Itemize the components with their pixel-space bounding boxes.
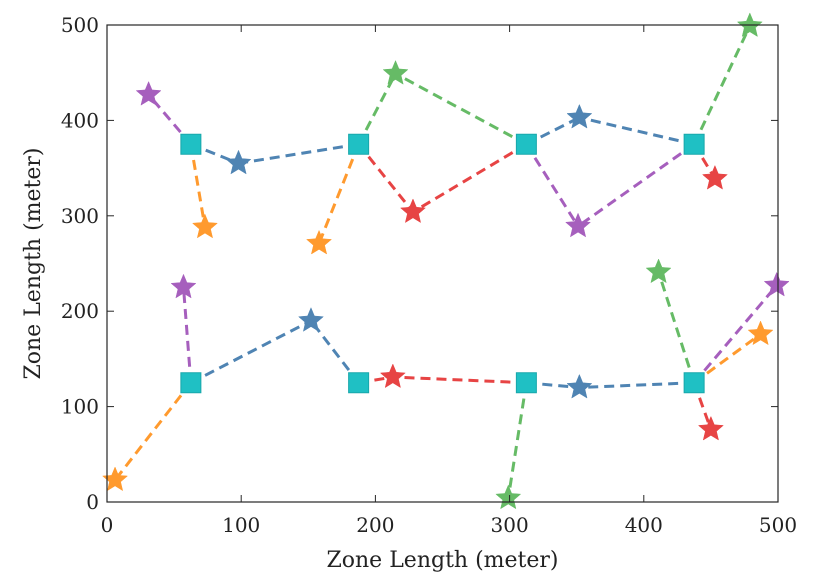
star-marker-red bbox=[400, 198, 426, 223]
connection-line-orange bbox=[189, 143, 207, 228]
x-tick-label: 400 bbox=[625, 513, 663, 537]
star-marker-blue bbox=[566, 104, 592, 129]
x-tick-label: 500 bbox=[759, 513, 797, 537]
star-marker-red bbox=[380, 363, 406, 388]
connection-line-green bbox=[357, 72, 397, 145]
star-marker-purple bbox=[135, 81, 162, 106]
connection-line-blue bbox=[190, 319, 312, 385]
connection-line-blue bbox=[238, 142, 359, 165]
star-marker-orange bbox=[192, 214, 218, 239]
x-axis-label: Zone Length (meter) bbox=[326, 548, 558, 573]
y-tick-label: 200 bbox=[61, 299, 99, 323]
connection-line-purple bbox=[525, 143, 580, 228]
connection-line-purple bbox=[577, 143, 695, 228]
y-tick-label: 400 bbox=[61, 108, 99, 132]
hub-markers bbox=[180, 133, 705, 394]
connection-line-green bbox=[506, 382, 528, 499]
hub-square-marker bbox=[348, 372, 370, 394]
connection-line-red bbox=[412, 142, 528, 214]
star-marker-blue bbox=[298, 307, 324, 332]
hub-square-marker bbox=[515, 133, 537, 155]
connection-line-orange bbox=[693, 332, 762, 384]
y-axis-label: Zone Length (meter) bbox=[21, 147, 46, 379]
connection-line-orange bbox=[113, 381, 193, 481]
star-marker-blue bbox=[225, 150, 252, 175]
axes: 0 100 200 300 400 500 0 100 200 300 400 500 bbox=[61, 13, 797, 537]
x-tick-label: 0 bbox=[101, 513, 114, 537]
node-star-markers bbox=[102, 12, 790, 509]
hub-square-marker bbox=[180, 133, 202, 155]
connection-line-red bbox=[357, 143, 415, 213]
hub-square-marker bbox=[515, 372, 537, 394]
connection-line-orange bbox=[317, 143, 361, 245]
connection-line-blue bbox=[579, 116, 695, 146]
connection-line-red bbox=[392, 375, 527, 385]
x-tick-label: 200 bbox=[356, 513, 394, 537]
y-tick-label: 300 bbox=[61, 204, 99, 228]
star-marker-green bbox=[382, 60, 409, 85]
x-tick-label: 300 bbox=[491, 513, 529, 537]
connection-line-green bbox=[394, 72, 528, 146]
hub-square-marker bbox=[348, 133, 370, 155]
connection-line-blue bbox=[309, 319, 360, 384]
hub-square-marker bbox=[180, 372, 202, 394]
star-marker-orange bbox=[102, 466, 128, 491]
connection-line-purple bbox=[692, 284, 778, 384]
y-tick-label: 100 bbox=[61, 395, 99, 419]
connection-line-blue bbox=[579, 381, 695, 390]
plot-frame bbox=[106, 24, 779, 503]
hub-square-marker bbox=[683, 133, 705, 155]
star-marker-red bbox=[698, 416, 724, 441]
y-tick-label: 0 bbox=[86, 490, 99, 514]
hub-square-marker bbox=[683, 372, 705, 394]
star-marker-blue bbox=[566, 374, 592, 399]
star-marker-purple bbox=[170, 274, 197, 299]
connection-lines bbox=[113, 25, 778, 499]
star-marker-red bbox=[702, 165, 728, 190]
star-marker-purple bbox=[565, 213, 591, 238]
star-marker-orange bbox=[747, 320, 774, 345]
star-marker-green bbox=[495, 484, 521, 509]
star-marker-purple bbox=[764, 272, 790, 297]
y-tick-label: 500 bbox=[61, 13, 99, 37]
connection-line-green bbox=[692, 25, 752, 145]
connection-line-green bbox=[657, 271, 696, 384]
x-tick-label: 100 bbox=[222, 513, 260, 537]
star-marker-green bbox=[645, 258, 672, 283]
star-marker-orange bbox=[306, 230, 332, 255]
